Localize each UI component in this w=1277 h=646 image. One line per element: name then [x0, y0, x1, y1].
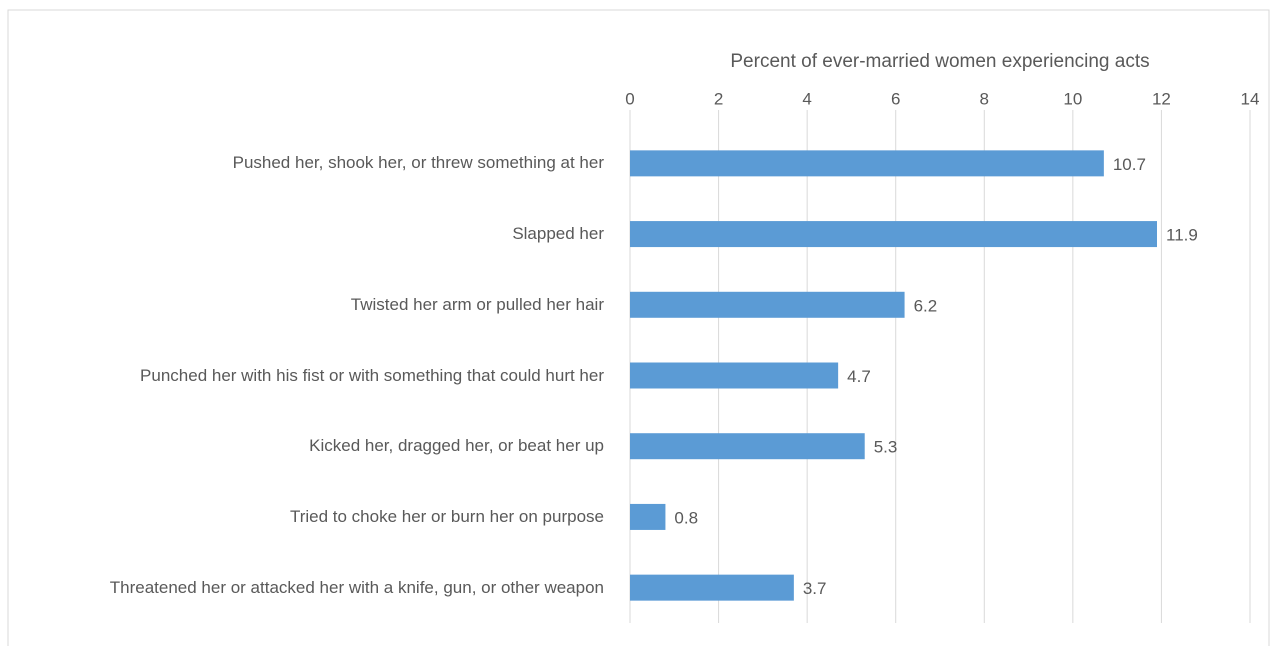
axis-title: Percent of ever-married women experienci…: [730, 51, 1149, 72]
x-tick-label: 6: [891, 89, 900, 108]
bar: [630, 291, 905, 318]
category-label-box: Punched her with his fist or with someth…: [14, 341, 604, 411]
category-label-box: Pushed her, shook her, or threw somethin…: [14, 128, 604, 198]
x-tick-label: 14: [1241, 89, 1260, 108]
x-tick-label: 10: [1063, 89, 1082, 108]
y-tick-label: Slapped her: [512, 224, 604, 244]
y-tick-label: Threatened her or attacked her with a kn…: [109, 577, 604, 597]
value-label: 11.9: [1166, 226, 1198, 245]
value-label: 4.7: [847, 367, 871, 386]
value-label: 5.3: [874, 438, 898, 457]
bar: [630, 362, 839, 389]
x-tick-label: 0: [625, 89, 634, 108]
chart-border: [7, 9, 1270, 646]
x-tick-label: 8: [980, 89, 989, 108]
value-label: 6.2: [914, 296, 938, 315]
bar: [630, 503, 666, 530]
value-label: 3.7: [803, 579, 827, 598]
bar: [630, 574, 794, 601]
category-label-box: Threatened her or attacked her with a kn…: [14, 553, 604, 623]
category-label-box: Kicked her, dragged her, or beat her up: [14, 411, 604, 481]
y-tick-label: Twisted her arm or pulled her hair: [350, 294, 604, 314]
bar: [630, 433, 865, 460]
category-label-box: Twisted her arm or pulled her hair: [14, 270, 604, 340]
value-label: 0.8: [674, 508, 698, 527]
bar: [630, 221, 1157, 248]
x-tick-label: 2: [714, 89, 723, 108]
value-label: 10.7: [1113, 155, 1146, 174]
category-label-box: Slapped her: [14, 199, 604, 269]
y-tick-label: Kicked her, dragged her, or beat her up: [309, 436, 604, 456]
x-tick-label: 12: [1152, 89, 1171, 108]
y-tick-label: Punched her with his fist or with someth…: [140, 365, 604, 385]
category-label-box: Tried to choke her or burn her on purpos…: [14, 482, 604, 552]
y-tick-label: Pushed her, shook her, or threw somethin…: [232, 153, 604, 173]
x-tick-label: 4: [802, 89, 811, 108]
bar: [630, 150, 1104, 177]
y-tick-label: Tried to choke her or burn her on purpos…: [289, 506, 604, 526]
